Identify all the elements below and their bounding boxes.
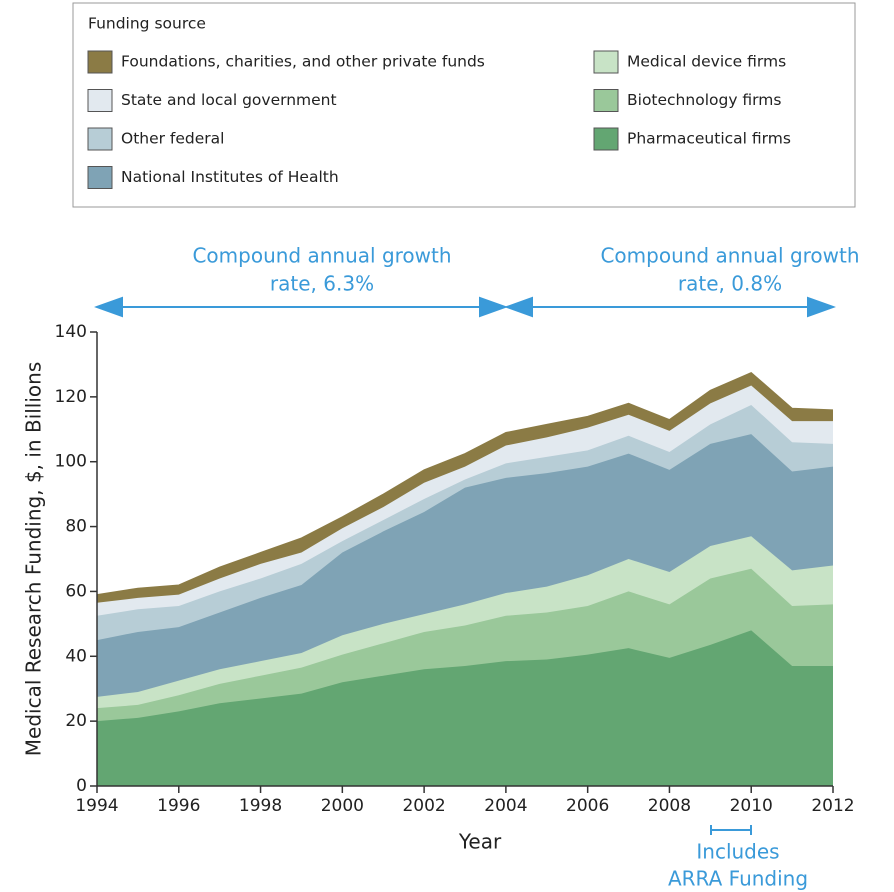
annotation: ARRA Funding bbox=[668, 867, 808, 891]
legend-box bbox=[72, 2, 856, 208]
area-edge bbox=[96, 371, 834, 596]
area-fill bbox=[97, 568, 833, 722]
annotation: rate, 0.8% bbox=[678, 272, 782, 296]
area-fill bbox=[97, 630, 833, 786]
x-axis-label: Year bbox=[458, 830, 502, 854]
x-tick-label: 2010 bbox=[730, 796, 773, 816]
legend-swatch bbox=[593, 127, 619, 151]
y-tick-label: 0 bbox=[76, 776, 87, 796]
legend-label: Medical device firms bbox=[627, 53, 786, 71]
annotation: Compound annual growth bbox=[600, 244, 859, 268]
y-tick-label: 60 bbox=[65, 581, 87, 601]
annotation: Compound annual growth bbox=[192, 244, 451, 268]
x-tick-label: 2000 bbox=[321, 796, 364, 816]
legend-swatch bbox=[593, 50, 619, 74]
legend-swatch bbox=[87, 50, 113, 74]
legend-label: National Institutes of Health bbox=[121, 168, 339, 186]
x-tick-label: 2012 bbox=[811, 796, 854, 816]
x-tick-label: 1998 bbox=[239, 796, 282, 816]
legend-swatch bbox=[87, 166, 113, 189]
area-fill bbox=[97, 434, 833, 697]
y-tick-label: 40 bbox=[65, 646, 87, 666]
arrows bbox=[94, 296, 836, 835]
annotation: Includes bbox=[696, 840, 779, 864]
legend-swatch bbox=[87, 89, 113, 112]
x-tick-label: 1996 bbox=[157, 796, 200, 816]
x-tick-label: 2004 bbox=[484, 796, 527, 816]
x-tick-label: 1994 bbox=[75, 796, 118, 816]
y-tick-label: 20 bbox=[65, 711, 87, 731]
x-tick-label: 2006 bbox=[566, 796, 609, 816]
legend-label: Pharmaceutical firms bbox=[627, 130, 791, 148]
legend-label: Foundations, charities, and other privat… bbox=[121, 53, 485, 71]
annotation: rate, 6.3% bbox=[270, 272, 374, 296]
legend-label: Biotechnology firms bbox=[627, 91, 781, 109]
y-tick-label: 120 bbox=[55, 387, 87, 407]
y-axis-label: Medical Research Funding, $, in Billions bbox=[22, 362, 46, 756]
y-tick-label: 100 bbox=[55, 452, 87, 472]
legend-title: Funding source bbox=[88, 15, 206, 33]
area-fill bbox=[97, 536, 833, 709]
y-tick-label: 80 bbox=[65, 517, 87, 537]
x-tick-label: 2008 bbox=[648, 796, 691, 816]
legend-swatch bbox=[87, 127, 113, 151]
legend-swatch bbox=[593, 89, 619, 112]
x-tick-label: 2002 bbox=[402, 796, 445, 816]
area-fill bbox=[97, 404, 833, 641]
y-tick-label: 140 bbox=[55, 322, 87, 342]
legend-label: Other federal bbox=[121, 130, 224, 148]
legend-label: State and local government bbox=[121, 91, 337, 109]
